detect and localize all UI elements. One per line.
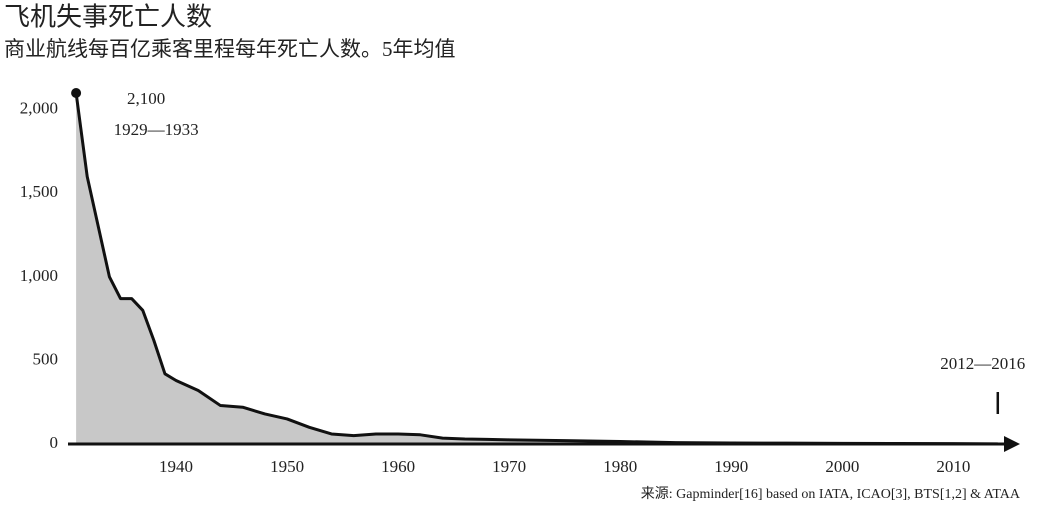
value-label: 2,100 bbox=[127, 89, 165, 108]
data-line bbox=[74, 92, 998, 446]
x-tick-label: 1950 bbox=[270, 457, 304, 476]
area-fill bbox=[76, 93, 998, 444]
y-tick-label: 1,500 bbox=[20, 182, 58, 201]
source-note: 来源: Gapminder[16] based on IATA, ICAO[3]… bbox=[641, 486, 1021, 502]
x-tick-label: 1990 bbox=[714, 457, 748, 476]
start-marker bbox=[71, 88, 82, 98]
x-tick-label: 1940 bbox=[159, 457, 193, 476]
chart-title: 飞机失事死亡人数 bbox=[4, 3, 212, 33]
y-tick-label: 1,000 bbox=[20, 266, 58, 285]
x-tick-label: 1970 bbox=[492, 457, 526, 476]
x-tick-label: 1960 bbox=[381, 457, 415, 476]
y-tick-label: 500 bbox=[33, 349, 59, 368]
x-tick-label: 2000 bbox=[825, 457, 859, 476]
chart-subtitle: 商业航线每百亿乘客里程每年死亡人数。5年均值 bbox=[4, 37, 456, 61]
annotation: 1929—1933 bbox=[114, 120, 199, 139]
x-tick-label: 1980 bbox=[603, 457, 637, 476]
x-tick-label: 2010 bbox=[936, 457, 970, 476]
y-tick-label: 2,000 bbox=[20, 99, 58, 118]
y-tick-label: 0 bbox=[50, 433, 59, 452]
annotation: 2012—2016 bbox=[940, 354, 1025, 373]
axis-arrow bbox=[1004, 436, 1020, 452]
